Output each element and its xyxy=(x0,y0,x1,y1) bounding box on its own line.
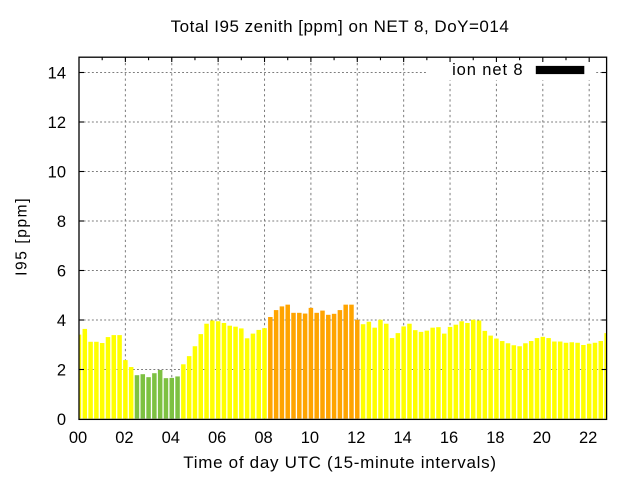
svg-text:Time of day UTC (15-minute int: Time of day UTC (15-minute intervals) xyxy=(183,453,496,472)
svg-text:0: 0 xyxy=(57,411,66,429)
svg-text:ion net 8: ion net 8 xyxy=(452,61,523,79)
svg-text:8: 8 xyxy=(57,213,66,231)
svg-text:22: 22 xyxy=(579,429,597,447)
svg-text:4: 4 xyxy=(57,312,66,330)
svg-text:06: 06 xyxy=(208,429,226,447)
svg-text:6: 6 xyxy=(57,262,66,280)
svg-text:08: 08 xyxy=(254,429,272,447)
svg-text:12: 12 xyxy=(48,114,66,132)
svg-text:18: 18 xyxy=(486,429,504,447)
svg-text:00: 00 xyxy=(69,429,87,447)
svg-text:12: 12 xyxy=(347,429,365,447)
svg-text:04: 04 xyxy=(162,429,180,447)
svg-text:14: 14 xyxy=(48,64,66,82)
svg-text:I95 [ppm]: I95 [ppm] xyxy=(14,197,31,276)
svg-text:2: 2 xyxy=(57,361,66,379)
svg-text:14: 14 xyxy=(393,429,411,447)
svg-text:10: 10 xyxy=(301,429,319,447)
svg-text:20: 20 xyxy=(533,429,551,447)
svg-text:16: 16 xyxy=(440,429,458,447)
svg-text:02: 02 xyxy=(115,429,133,447)
svg-text:10: 10 xyxy=(48,163,66,181)
svg-text:Total I95 zenith [ppm] on NET: Total I95 zenith [ppm] on NET 8, DoY=014 xyxy=(171,17,510,36)
